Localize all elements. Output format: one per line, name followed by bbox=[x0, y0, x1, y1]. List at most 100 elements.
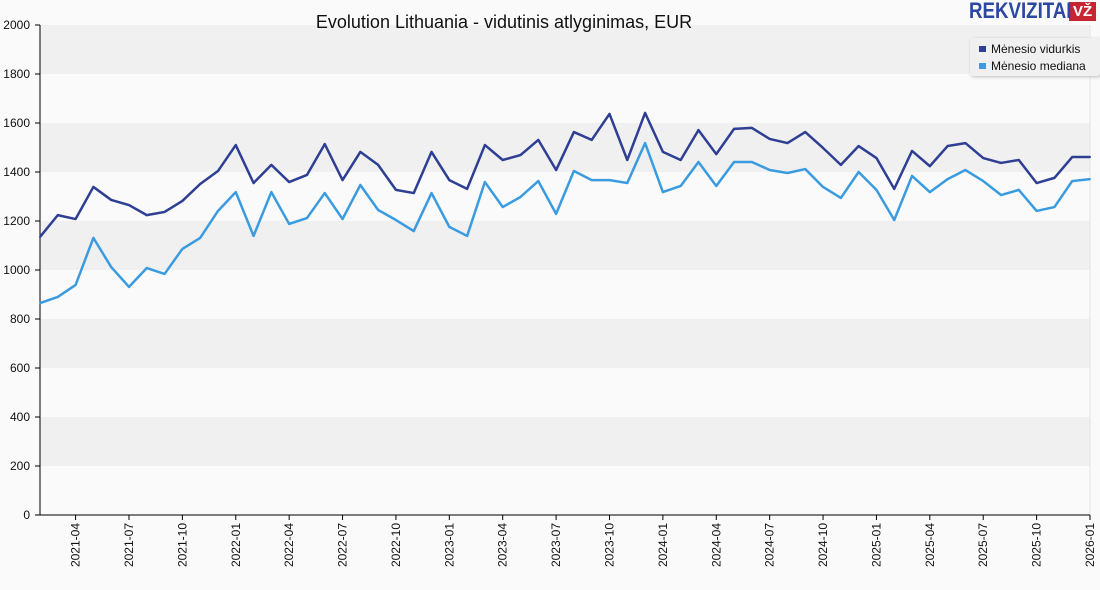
data-point bbox=[733, 127, 736, 130]
data-point bbox=[110, 266, 113, 269]
data-point bbox=[216, 170, 219, 173]
data-point bbox=[377, 208, 380, 211]
x-tick-label: 2022-07 bbox=[336, 523, 350, 567]
data-point bbox=[804, 131, 807, 134]
x-tick-label: 2023-04 bbox=[496, 523, 510, 567]
data-point bbox=[964, 169, 967, 172]
data-point bbox=[911, 174, 914, 177]
data-point bbox=[572, 170, 575, 173]
x-tick-label: 2024-04 bbox=[709, 523, 723, 567]
data-point bbox=[822, 185, 825, 188]
x-tick-label: 2026-01 bbox=[1083, 523, 1097, 567]
x-tick-label: 2024-01 bbox=[656, 523, 670, 567]
data-point bbox=[697, 160, 700, 163]
data-point bbox=[1017, 158, 1020, 161]
data-point bbox=[359, 150, 362, 153]
grid-band bbox=[40, 172, 1090, 221]
data-point bbox=[39, 302, 41, 305]
grid-band bbox=[40, 368, 1090, 417]
rekvizitai-logo[interactable]: REKVIZITAI VŽ bbox=[969, 0, 1097, 23]
data-point bbox=[590, 138, 593, 141]
y-tick-label: 0 bbox=[23, 508, 30, 522]
y-tick-label: 800 bbox=[10, 312, 30, 326]
grid-band bbox=[40, 221, 1090, 270]
y-tick-label: 1800 bbox=[3, 67, 30, 81]
data-point bbox=[412, 192, 415, 195]
data-point bbox=[946, 145, 949, 148]
data-point bbox=[893, 187, 896, 190]
data-point bbox=[163, 210, 166, 213]
data-point bbox=[1035, 182, 1038, 185]
data-point bbox=[661, 191, 664, 194]
data-point bbox=[483, 181, 486, 184]
x-tick-label: 2021-10 bbox=[175, 523, 189, 567]
data-point bbox=[733, 160, 736, 163]
x-tick-label: 2024-10 bbox=[816, 523, 830, 567]
data-point bbox=[982, 180, 985, 183]
data-point bbox=[56, 214, 59, 217]
x-tick-label: 2021-07 bbox=[122, 523, 136, 567]
data-point bbox=[964, 142, 967, 145]
x-tick-label: 2025-07 bbox=[976, 523, 990, 567]
data-point bbox=[537, 180, 540, 183]
x-tick-label: 2025-10 bbox=[1030, 523, 1044, 567]
data-point bbox=[946, 178, 949, 181]
data-point bbox=[1000, 194, 1003, 197]
legend-item-mediana[interactable]: Mėnesio mediana bbox=[970, 57, 1100, 74]
data-point bbox=[127, 285, 130, 288]
x-tick-label: 2023-10 bbox=[602, 523, 616, 567]
legend-item-vidurkis[interactable]: Mėnesio vidurkis bbox=[970, 40, 1100, 57]
data-point bbox=[394, 219, 397, 222]
data-point bbox=[74, 283, 77, 286]
data-point bbox=[697, 129, 700, 132]
legend-swatch-icon bbox=[979, 45, 986, 52]
data-point bbox=[145, 267, 148, 270]
y-tick-label: 2000 bbox=[3, 18, 30, 32]
data-point bbox=[875, 188, 878, 191]
data-point bbox=[786, 142, 789, 145]
data-point bbox=[448, 179, 451, 182]
data-point bbox=[519, 195, 522, 198]
data-point bbox=[608, 179, 611, 182]
data-point bbox=[1053, 176, 1056, 179]
data-point bbox=[56, 295, 59, 298]
data-point bbox=[359, 183, 362, 186]
data-point bbox=[679, 184, 682, 187]
data-point bbox=[74, 218, 77, 221]
data-point bbox=[448, 225, 451, 228]
data-point bbox=[804, 168, 807, 171]
data-point bbox=[145, 214, 148, 217]
data-point bbox=[92, 185, 95, 188]
data-point bbox=[323, 143, 326, 146]
data-point bbox=[572, 131, 575, 134]
data-point bbox=[163, 272, 166, 275]
data-point bbox=[39, 235, 41, 238]
data-point bbox=[1071, 180, 1074, 183]
data-point bbox=[644, 142, 647, 145]
data-point bbox=[555, 212, 558, 215]
data-point bbox=[216, 209, 219, 212]
data-point bbox=[501, 158, 504, 161]
data-point bbox=[110, 198, 113, 201]
data-point bbox=[1089, 156, 1091, 159]
data-point bbox=[252, 182, 255, 185]
data-point bbox=[786, 171, 789, 174]
data-point bbox=[394, 188, 397, 191]
data-point bbox=[501, 206, 504, 209]
data-point bbox=[1089, 178, 1091, 181]
legend-swatch-icon bbox=[979, 62, 986, 69]
legend: Mėnesio vidurkis Mėnesio mediana bbox=[970, 38, 1100, 76]
data-point bbox=[92, 236, 95, 239]
data-point bbox=[839, 196, 842, 199]
data-point bbox=[1035, 209, 1038, 212]
data-point bbox=[1017, 188, 1020, 191]
data-point bbox=[288, 222, 291, 225]
data-point bbox=[626, 182, 629, 185]
x-tick-label: 2025-01 bbox=[869, 523, 883, 567]
data-point bbox=[537, 138, 540, 141]
data-point bbox=[305, 173, 308, 176]
data-point bbox=[430, 150, 433, 153]
data-point bbox=[768, 169, 771, 172]
data-point bbox=[928, 165, 931, 168]
